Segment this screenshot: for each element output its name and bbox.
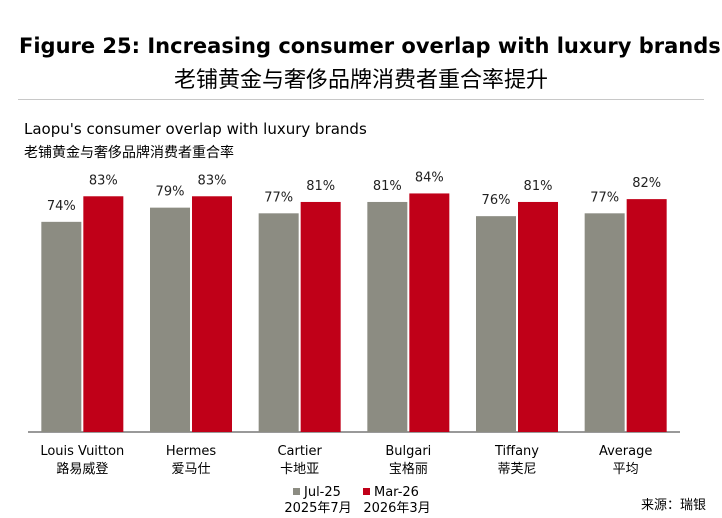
bar-mar26	[83, 196, 124, 432]
data-label: 81%	[524, 179, 553, 194]
data-label: 74%	[47, 199, 76, 214]
category-label-chinese: 平均	[613, 462, 639, 477]
bar-mar26	[192, 196, 232, 432]
data-label: 81%	[373, 179, 402, 194]
bar-jul25	[258, 213, 299, 432]
category-label-chinese: 爱马仕	[171, 462, 210, 477]
source-note: 来源：瑞银	[640, 498, 706, 513]
category-label-chinese: 路易威登	[56, 461, 108, 477]
data-label: 77%	[590, 190, 619, 205]
bar-jul25	[150, 207, 190, 432]
category-label: Louis Vuitton	[40, 444, 124, 459]
bar-mar26	[300, 201, 341, 432]
legend-label: Mar-26	[374, 485, 419, 500]
data-label: 81%	[306, 179, 335, 194]
bar-jul25	[476, 216, 516, 432]
bar-mar26	[409, 193, 450, 432]
figure-title-chinese: 老铺黄金与奢侈品牌消费者重合率提升	[173, 68, 548, 93]
data-label: 83%	[89, 173, 118, 188]
data-label: 76%	[482, 193, 511, 208]
legend-label-chinese: 2026年3月	[363, 501, 430, 516]
chart-subtitle: 老铺黄金与奢侈品牌消费者重合率	[24, 145, 234, 161]
legend-swatch-jul25	[293, 488, 300, 495]
bar-jul25	[367, 201, 408, 432]
data-label: 79%	[156, 185, 185, 200]
data-label: 82%	[632, 176, 661, 191]
category-label-chinese: 蒂芙尼	[497, 462, 536, 477]
legend-label-chinese: 2025年7月	[284, 501, 351, 516]
category-label-chinese: 宝格丽	[389, 461, 428, 477]
bar-mar26	[518, 201, 558, 432]
data-label: 77%	[264, 190, 293, 205]
category-label-chinese: 卡地亚	[280, 462, 319, 477]
bar-jul25	[41, 221, 82, 432]
chart-title: Laopu's consumer overlap with luxury bra…	[24, 120, 367, 138]
figure-title: Figure 25: Increasing consumer overlap w…	[19, 34, 721, 58]
category-label: Bulgari	[385, 444, 431, 459]
category-label: Hermes	[166, 444, 217, 459]
legend-swatch-mar26	[363, 488, 370, 495]
legend-label: Jul-25	[303, 485, 341, 500]
bar-mar26	[626, 199, 667, 432]
category-label: Cartier	[277, 444, 322, 459]
title-divider	[18, 99, 704, 100]
category-label: Tiffany	[494, 444, 539, 459]
category-label: Average	[599, 444, 652, 459]
bar-jul25	[584, 213, 625, 432]
data-label: 83%	[198, 173, 227, 188]
data-label: 84%	[415, 170, 444, 185]
